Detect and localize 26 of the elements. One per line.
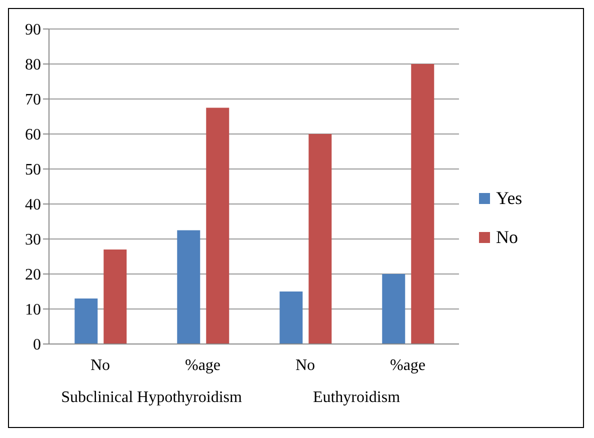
bar xyxy=(74,298,98,344)
y-tick-label: 50 xyxy=(25,162,41,179)
text: Subclinical Hypothyroidism xyxy=(61,389,242,406)
y-tick-label: 90 xyxy=(25,22,41,39)
legend-label: Yes xyxy=(496,188,522,209)
y-tick-label: 60 xyxy=(25,126,41,144)
y-tick-label: 70 xyxy=(25,92,41,109)
bar xyxy=(104,250,127,344)
y-tick-label: 30 xyxy=(25,232,41,249)
bar xyxy=(382,274,406,344)
x-tick-label: No xyxy=(90,357,110,374)
bar xyxy=(280,292,303,344)
legend-label: No xyxy=(496,227,518,248)
y-tick-label: 10 xyxy=(25,302,41,319)
bar xyxy=(177,230,200,344)
y-tick-label: 40 xyxy=(25,196,41,214)
bar xyxy=(411,64,434,344)
bar xyxy=(206,108,230,344)
x-tick-label: No xyxy=(295,357,316,374)
y-tick-label: 80 xyxy=(25,56,41,74)
y-tick-label: 0 xyxy=(33,336,41,354)
bar xyxy=(308,134,332,344)
x-tick-label: %age xyxy=(390,357,426,374)
x-tick-label: %age xyxy=(184,357,221,374)
y-tick-label: 20 xyxy=(25,266,41,284)
text: Euthyroidism xyxy=(312,389,401,406)
